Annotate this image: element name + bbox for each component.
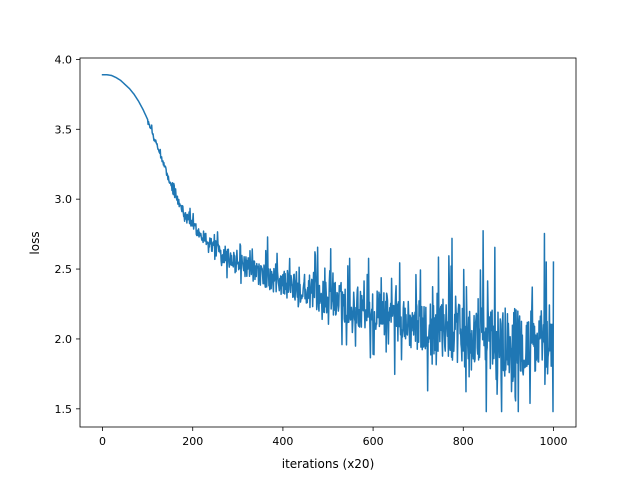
loss-series-line [101,74,555,413]
x-tick-label: 600 [363,435,384,448]
x-tick-label: 400 [272,435,293,448]
x-tick-label: 0 [99,435,106,448]
x-axis-label: iterations (x20) [282,457,375,471]
x-tick-label: 800 [453,435,474,448]
y-tick-label: 2.0 [55,333,73,346]
y-tick-label: 1.5 [55,403,73,416]
y-tick-label: 3.5 [55,123,73,136]
y-axis: 1.5 2.0 2.5 3.0 3.5 4.0 [55,53,80,416]
y-axis-label: loss [28,231,42,254]
plot-area [79,57,577,428]
x-axis: 0 200 400 600 800 1000 [99,427,567,448]
x-tick-label: 1000 [539,435,567,448]
y-tick-label: 2.5 [55,263,73,276]
y-tick-label: 4.0 [55,53,73,66]
plot-frame [79,57,577,428]
x-tick-label: 200 [182,435,203,448]
y-tick-label: 3.0 [55,193,73,206]
